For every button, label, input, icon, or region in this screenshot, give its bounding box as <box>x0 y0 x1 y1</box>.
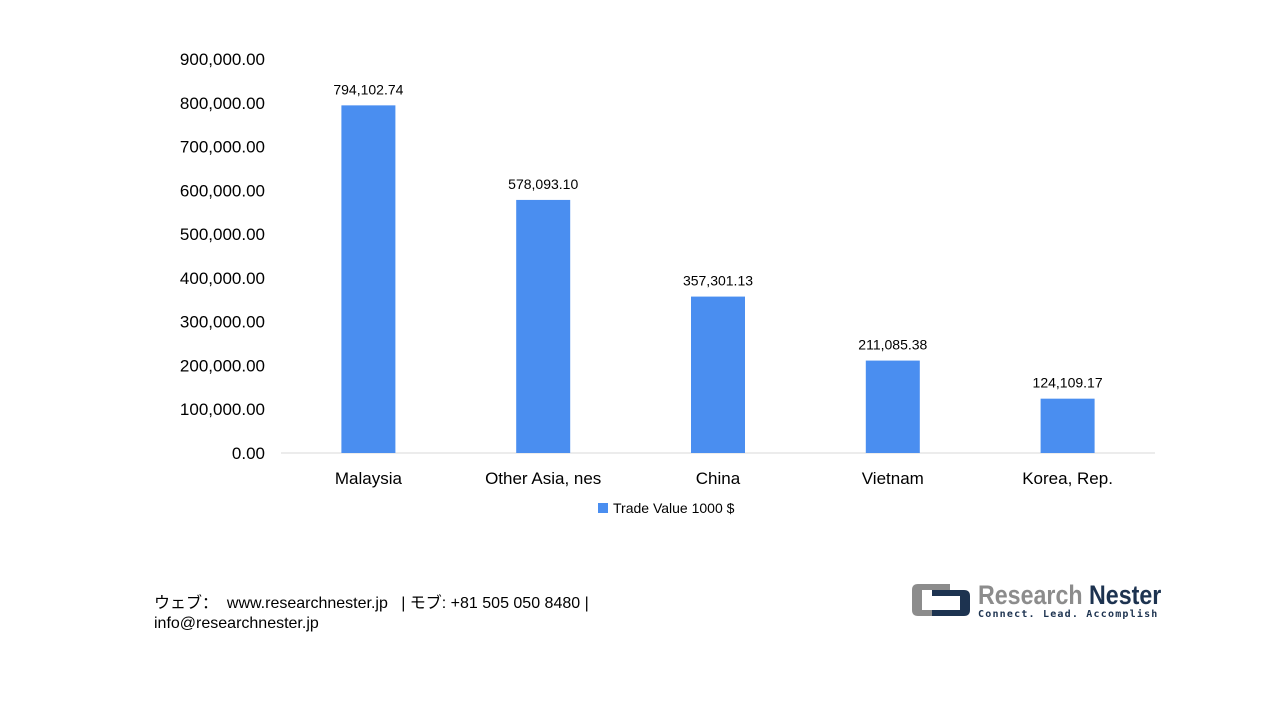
x-tick-label: Vietnam <box>862 469 924 488</box>
y-tick-label: 100,000.00 <box>180 400 265 419</box>
research-nester-logo-icon <box>912 584 970 616</box>
y-tick-label: 700,000.00 <box>180 138 265 157</box>
data-label: 124,109.17 <box>1033 375 1103 391</box>
footer-line-web-phone: ウェブ： www.researchnester.jp | モブ: +81 505… <box>154 595 589 612</box>
y-tick-label: 500,000.00 <box>180 225 265 244</box>
data-label: 578,093.10 <box>508 176 578 192</box>
x-tick-label: Malaysia <box>335 469 403 488</box>
y-tick-label: 600,000.00 <box>180 181 265 200</box>
y-tick-label: 200,000.00 <box>180 356 265 375</box>
y-tick-label: 800,000.00 <box>180 94 265 113</box>
legend-swatch <box>598 503 608 513</box>
data-label: 357,301.13 <box>683 273 753 289</box>
logo-wordmark: Research Nester <box>978 579 1162 610</box>
x-tick-label: China <box>696 469 741 488</box>
bar <box>516 199 571 453</box>
x-axis-ticks: Malaysia Other Asia, nes China Vietnam Korea… <box>335 469 1113 488</box>
x-tick-label: Korea, Rep. <box>1022 469 1113 488</box>
logo-tagline: Connect. Lead. Accomplish <box>978 608 1159 620</box>
bar <box>691 296 745 453</box>
y-tick-label: 300,000.00 <box>180 313 265 332</box>
bar <box>865 360 920 453</box>
bars <box>341 105 1095 453</box>
data-label: 794,102.74 <box>333 81 403 97</box>
bar <box>341 105 396 453</box>
y-axis-ticks: 0.00 100,000.00 200,000.00 300,000.00 400,00… <box>180 50 265 463</box>
data-labels: 794,102.74 578,093.10 357,301.13 211,085.38… <box>333 81 1102 390</box>
footer-line-email: info@researchnester.jp <box>154 615 319 632</box>
x-tick-label: Other Asia, nes <box>485 469 601 488</box>
y-tick-label: 400,000.00 <box>180 269 265 288</box>
research-nester-logo: Research Nester Connect. Lead. Accomplis… <box>910 580 1191 620</box>
y-tick-label: 900,000.00 <box>180 50 265 69</box>
bar <box>1040 398 1095 453</box>
legend-label: Trade Value 1000 $ <box>613 500 735 516</box>
footer-contact: ウェブ： www.researchnester.jp | モブ: +81 505… <box>154 594 589 634</box>
legend: Trade Value 1000 $ <box>598 500 734 516</box>
bar-chart: 0.00 100,000.00 200,000.00 300,000.00 400,00… <box>180 50 1155 488</box>
y-tick-label: 0.00 <box>232 444 265 463</box>
data-label: 211,085.38 <box>858 337 927 353</box>
